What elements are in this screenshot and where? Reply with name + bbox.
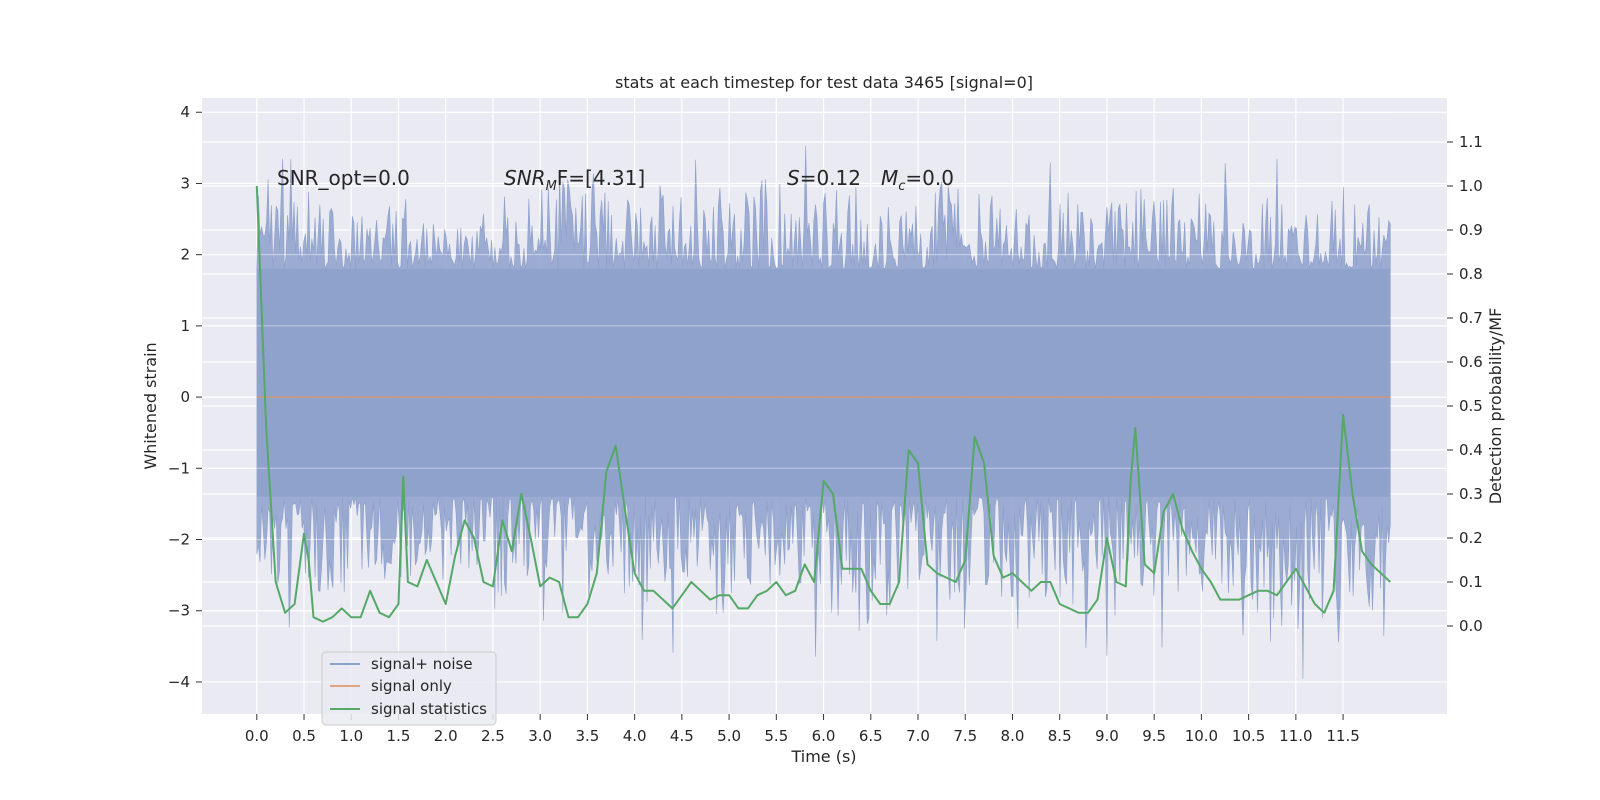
x-tick-label: 1.5 (387, 727, 411, 745)
right-y-tick-label: 0.5 (1459, 397, 1483, 415)
right-y-tick-label: 0.2 (1459, 529, 1483, 547)
legend-label-signal-only: signal only (371, 677, 452, 695)
annotation-s-main: S (787, 166, 800, 190)
annotation-mc: Mc=0.0 (881, 166, 954, 194)
x-tick-label: 8.0 (1001, 727, 1025, 745)
annotation-s-value: =0.12 (800, 166, 861, 190)
x-tick-label: 7.5 (953, 727, 977, 745)
x-tick-label: 5.0 (717, 727, 741, 745)
legend: signal+ noise signal only signal statist… (321, 651, 497, 726)
annotation-s: S=0.12 (787, 166, 861, 190)
left-y-axis-ticks: 4 3 2 1 0 −1 −2 −3 −4 (168, 103, 202, 691)
right-y-tick-label: 1.0 (1459, 177, 1483, 195)
x-tick-label: 11.0 (1279, 727, 1312, 745)
right-y-tick-label: 0.4 (1459, 441, 1483, 459)
x-tick-label: 3.5 (575, 727, 599, 745)
right-y-tick-label: 0.1 (1459, 573, 1483, 591)
chart-title: stats at each timestep for test data 346… (615, 73, 1033, 92)
left-y-tick-label: 2 (180, 246, 190, 264)
x-tick-label: 5.5 (764, 727, 788, 745)
left-y-tick-label: 3 (180, 174, 190, 192)
right-y-tick-label: 0.8 (1459, 265, 1483, 283)
x-tick-label: 10.0 (1185, 727, 1218, 745)
x-tick-label: 4.0 (623, 727, 647, 745)
right-y-tick-label: 0.7 (1459, 309, 1483, 327)
x-tick-label: 2.0 (434, 727, 458, 745)
left-y-tick-label: 0 (180, 388, 190, 406)
left-y-tick-label: −4 (168, 673, 190, 691)
right-y-tick-label: 0.3 (1459, 485, 1483, 503)
right-y-tick-label: 0.6 (1459, 353, 1483, 371)
x-axis-ticks: 0.0 0.5 1.0 1.5 2.0 2.5 3.0 3.5 4.0 4.5 5.0 5.5 6.0 6… (245, 714, 1360, 745)
right-y-tick-label: 0.9 (1459, 221, 1483, 239)
x-tick-label: 3.0 (528, 727, 552, 745)
annotations: SNR_opt=0.0 SNRMF=[4.31] S=0.12 Mc=0.0 (277, 166, 954, 194)
left-y-tick-label: −3 (168, 602, 190, 620)
x-tick-label: 2.5 (481, 727, 505, 745)
annotation-snr-opt: SNR_opt=0.0 (277, 166, 410, 190)
legend-box (321, 651, 497, 726)
x-tick-label: 7.0 (906, 727, 930, 745)
x-tick-label: 6.0 (812, 727, 836, 745)
right-y-tick-label: 0.0 (1459, 617, 1483, 635)
x-tick-label: 9.5 (1142, 727, 1166, 745)
annotation-mc-value: =0.0 (905, 166, 954, 190)
series-signal-statistics-group (255, 185, 1391, 623)
left-y-tick-label: −2 (168, 531, 190, 549)
right-y-tick-label: 1.1 (1459, 133, 1483, 151)
series-signal-statistics (255, 185, 1391, 623)
legend-label-signal-noise: signal+ noise (371, 655, 473, 673)
x-tick-label: 6.5 (859, 727, 883, 745)
right-y-axis-ticks: 1.1 1.0 0.9 0.8 0.7 0.6 0.5 0.4 0.3 0.2 0.1 0.0 (1447, 133, 1483, 635)
annotation-snr-mf: SNRMF=[4.31] (504, 166, 645, 194)
x-tick-label: 8.5 (1048, 727, 1072, 745)
legend-label-signal-statistics: signal statistics (371, 700, 487, 718)
x-tick-label: 1.0 (339, 727, 363, 745)
annotation-snr-mf-main: SNR (504, 166, 546, 190)
right-y-axis-label: Detection probability/MF (1486, 308, 1505, 505)
annotation-snr-mf-value: F=[4.31] (557, 166, 645, 190)
left-y-axis-label: Whitened strain (141, 342, 160, 469)
left-y-tick-label: 1 (180, 317, 190, 335)
x-axis-label: Time (s) (790, 747, 856, 766)
x-tick-label: 10.5 (1232, 727, 1265, 745)
x-tick-label: 9.0 (1095, 727, 1119, 745)
noise-envelope (256, 145, 1391, 679)
left-y-tick-label: 4 (180, 103, 190, 121)
x-tick-label: 0.0 (245, 727, 269, 745)
series-signal-noise (256, 111, 1391, 683)
x-tick-label: 11.5 (1326, 727, 1359, 745)
annotation-mc-subscript: c (898, 179, 905, 194)
annotation-mc-main: M (881, 166, 898, 190)
x-tick-label: 0.5 (292, 727, 316, 745)
left-y-tick-label: −1 (168, 459, 190, 477)
annotation-snr-mf-subscript: M (546, 179, 557, 194)
x-tick-label: 4.5 (670, 727, 694, 745)
